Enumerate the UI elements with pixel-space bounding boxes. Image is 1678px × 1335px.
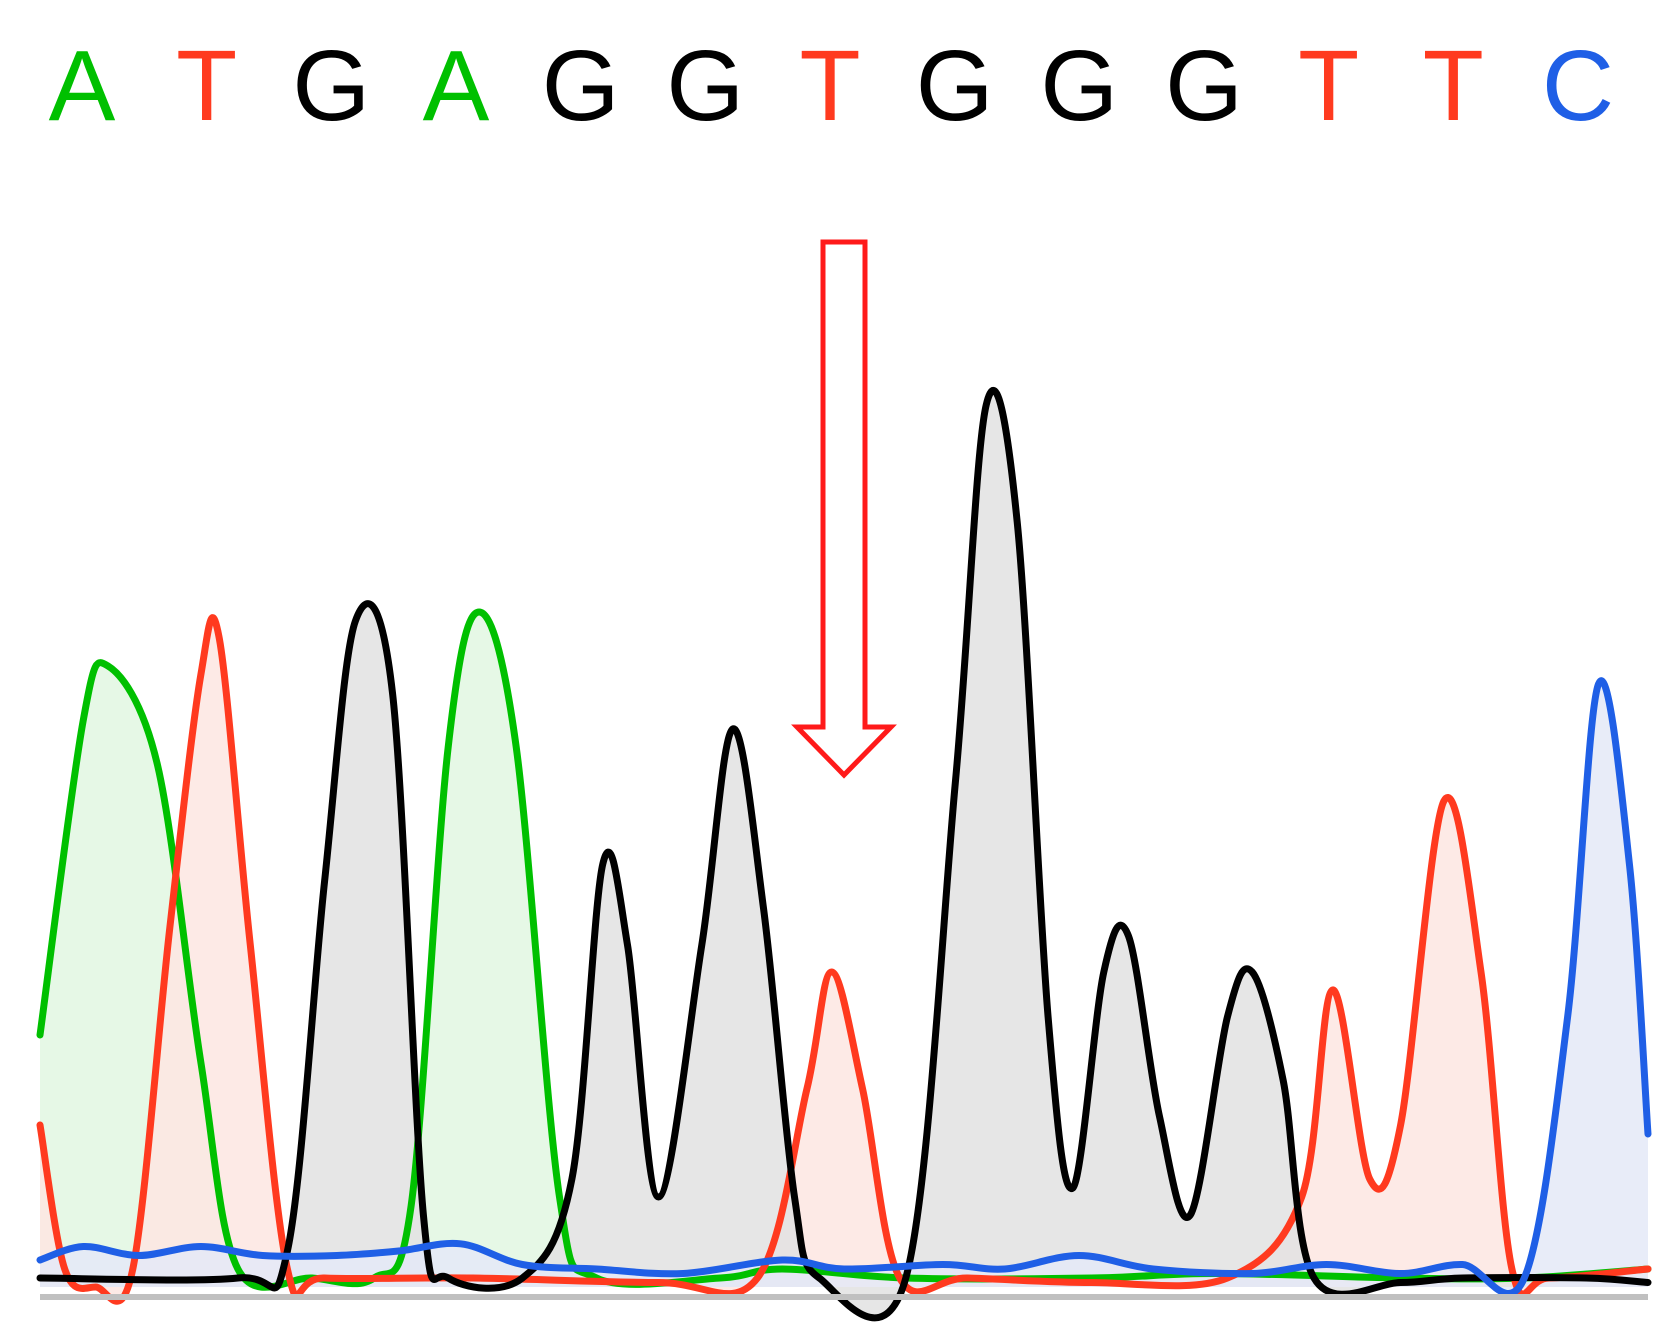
base-call-letter: T [1423,30,1484,142]
trace-fill-a [40,612,1648,1288]
trace-lines [36,387,1652,1322]
base-call-letter: G [1040,30,1118,142]
mutation-arrow [791,239,897,779]
base-call-letter: C [1542,30,1614,142]
base-call-letter: A [423,30,490,142]
base-call-letter: G [542,30,620,142]
trace-line-t [36,614,1652,1305]
trace-line-c [36,677,1652,1297]
base-call-letter: T [176,30,237,142]
base-call-letter: G [292,30,370,142]
trace-line-a [36,608,1652,1291]
base-call-letter: G [916,30,994,142]
base-call-letter: G [666,30,744,142]
base-call-letter: T [1298,30,1359,142]
base-call-letter: T [799,30,860,142]
base-call-letter: A [49,30,116,142]
trace-fill-g [40,390,1648,1318]
trace-line-g [36,387,1652,1322]
base-call-letter: G [1165,30,1243,142]
